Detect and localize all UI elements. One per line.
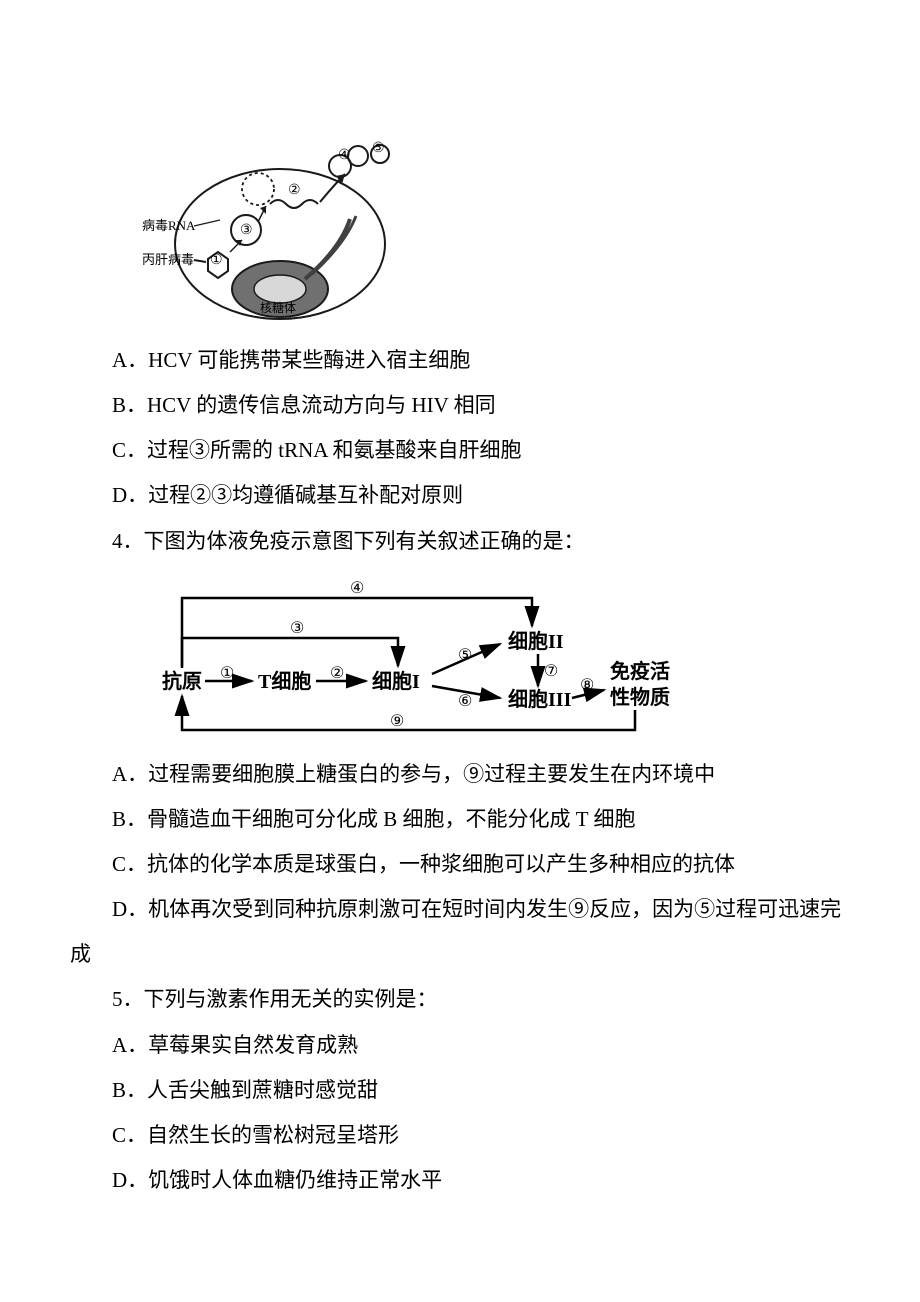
svg-text:细胞I: 细胞I <box>372 669 420 693</box>
svg-text:抗原: 抗原 <box>162 669 202 693</box>
svg-text:①: ① <box>220 665 234 682</box>
svg-text:细胞III: 细胞III <box>508 687 572 711</box>
q4-option-c: C．抗体的化学本质是球蛋白，一种浆细胞可以产生多种相应的抗体 <box>70 842 850 887</box>
q4-option-a-part1: A．过程需要细胞膜上糖蛋白的参与，⑨过程主要发生在内环境中 <box>70 752 850 797</box>
immunity-flowchart-svg: 抗原 T细胞 细胞I 细胞II 细胞III 免疫活 性物质 ① ② ③ ④ ⑤ … <box>140 578 700 738</box>
q4-stem: 4．下图为体液免疫示意图下列有关叙述正确的是： <box>70 519 850 564</box>
svg-text:⑨: ⑨ <box>390 713 404 730</box>
svg-text:③: ③ <box>290 620 304 637</box>
q5-option-b: B．人舌尖触到蔗糖时感觉甜 <box>70 1068 850 1113</box>
svg-text:⑤: ⑤ <box>372 141 385 156</box>
q4-option-d: D．机体再次受到同种抗原刺激可在短时间内发生⑨反应，因为⑤过程可迅速完成 <box>70 887 850 977</box>
q5-option-c: C．自然生长的雪松树冠呈塔形 <box>70 1113 850 1158</box>
svg-text:⑤: ⑤ <box>458 647 472 664</box>
svg-text:④: ④ <box>350 580 364 597</box>
svg-text:免疫活: 免疫活 <box>610 659 670 683</box>
q4-option-b: B．骨髓造血干细胞可分化成 B 细胞，不能分化成 T 细胞 <box>70 797 850 842</box>
svg-text:⑧: ⑧ <box>580 677 594 694</box>
svg-text:丙肝病毒: 丙肝病毒 <box>142 252 194 267</box>
svg-text:⑦: ⑦ <box>544 663 558 680</box>
q3-option-b: B．HCV 的遗传信息流动方向与 HIV 相同 <box>70 383 850 428</box>
hcv-diagram-figure: 核糖体 ⑤ ④ ② ③ ① 病毒RNA 丙肝病毒 <box>140 134 850 324</box>
q4-option-a-text: A．过程需要细胞膜上糖蛋白的参与，⑨过程主要发生在内环境中 <box>112 762 715 786</box>
q3-option-c: C．过程③所需的 tRNA 和氨基酸来自肝细胞 <box>70 428 850 473</box>
q3-option-a: A．HCV 可能携带某些酶进入宿主细胞 <box>70 338 850 383</box>
q5-option-a: A．草莓果实自然发育成熟 <box>70 1023 850 1068</box>
svg-text:核糖体: 核糖体 <box>260 300 296 315</box>
q3-option-d: D．过程②③均遵循碱基互补配对原则 <box>70 473 850 518</box>
svg-text:细胞II: 细胞II <box>508 629 564 653</box>
immunity-flowchart-figure: 抗原 T细胞 细胞I 细胞II 细胞III 免疫活 性物质 ① ② ③ ④ ⑤ … <box>140 578 850 738</box>
svg-text:②: ② <box>288 183 301 198</box>
hcv-diagram-svg: 核糖体 ⑤ ④ ② ③ ① 病毒RNA 丙肝病毒 <box>140 134 400 324</box>
svg-text:T细胞: T细胞 <box>258 669 311 693</box>
svg-text:①: ① <box>210 253 223 268</box>
svg-text:③: ③ <box>240 223 253 238</box>
svg-text:病毒RNA: 病毒RNA <box>142 218 196 233</box>
svg-text:性物质: 性物质 <box>610 685 670 709</box>
q5-option-d: D．饥饿时人体血糖仍维持正常水平 <box>70 1158 850 1203</box>
q5-stem: 5．下列与激素作用无关的实例是： <box>70 977 850 1022</box>
svg-text:②: ② <box>330 665 344 682</box>
svg-text:⑥: ⑥ <box>458 693 472 710</box>
svg-text:④: ④ <box>338 148 351 163</box>
